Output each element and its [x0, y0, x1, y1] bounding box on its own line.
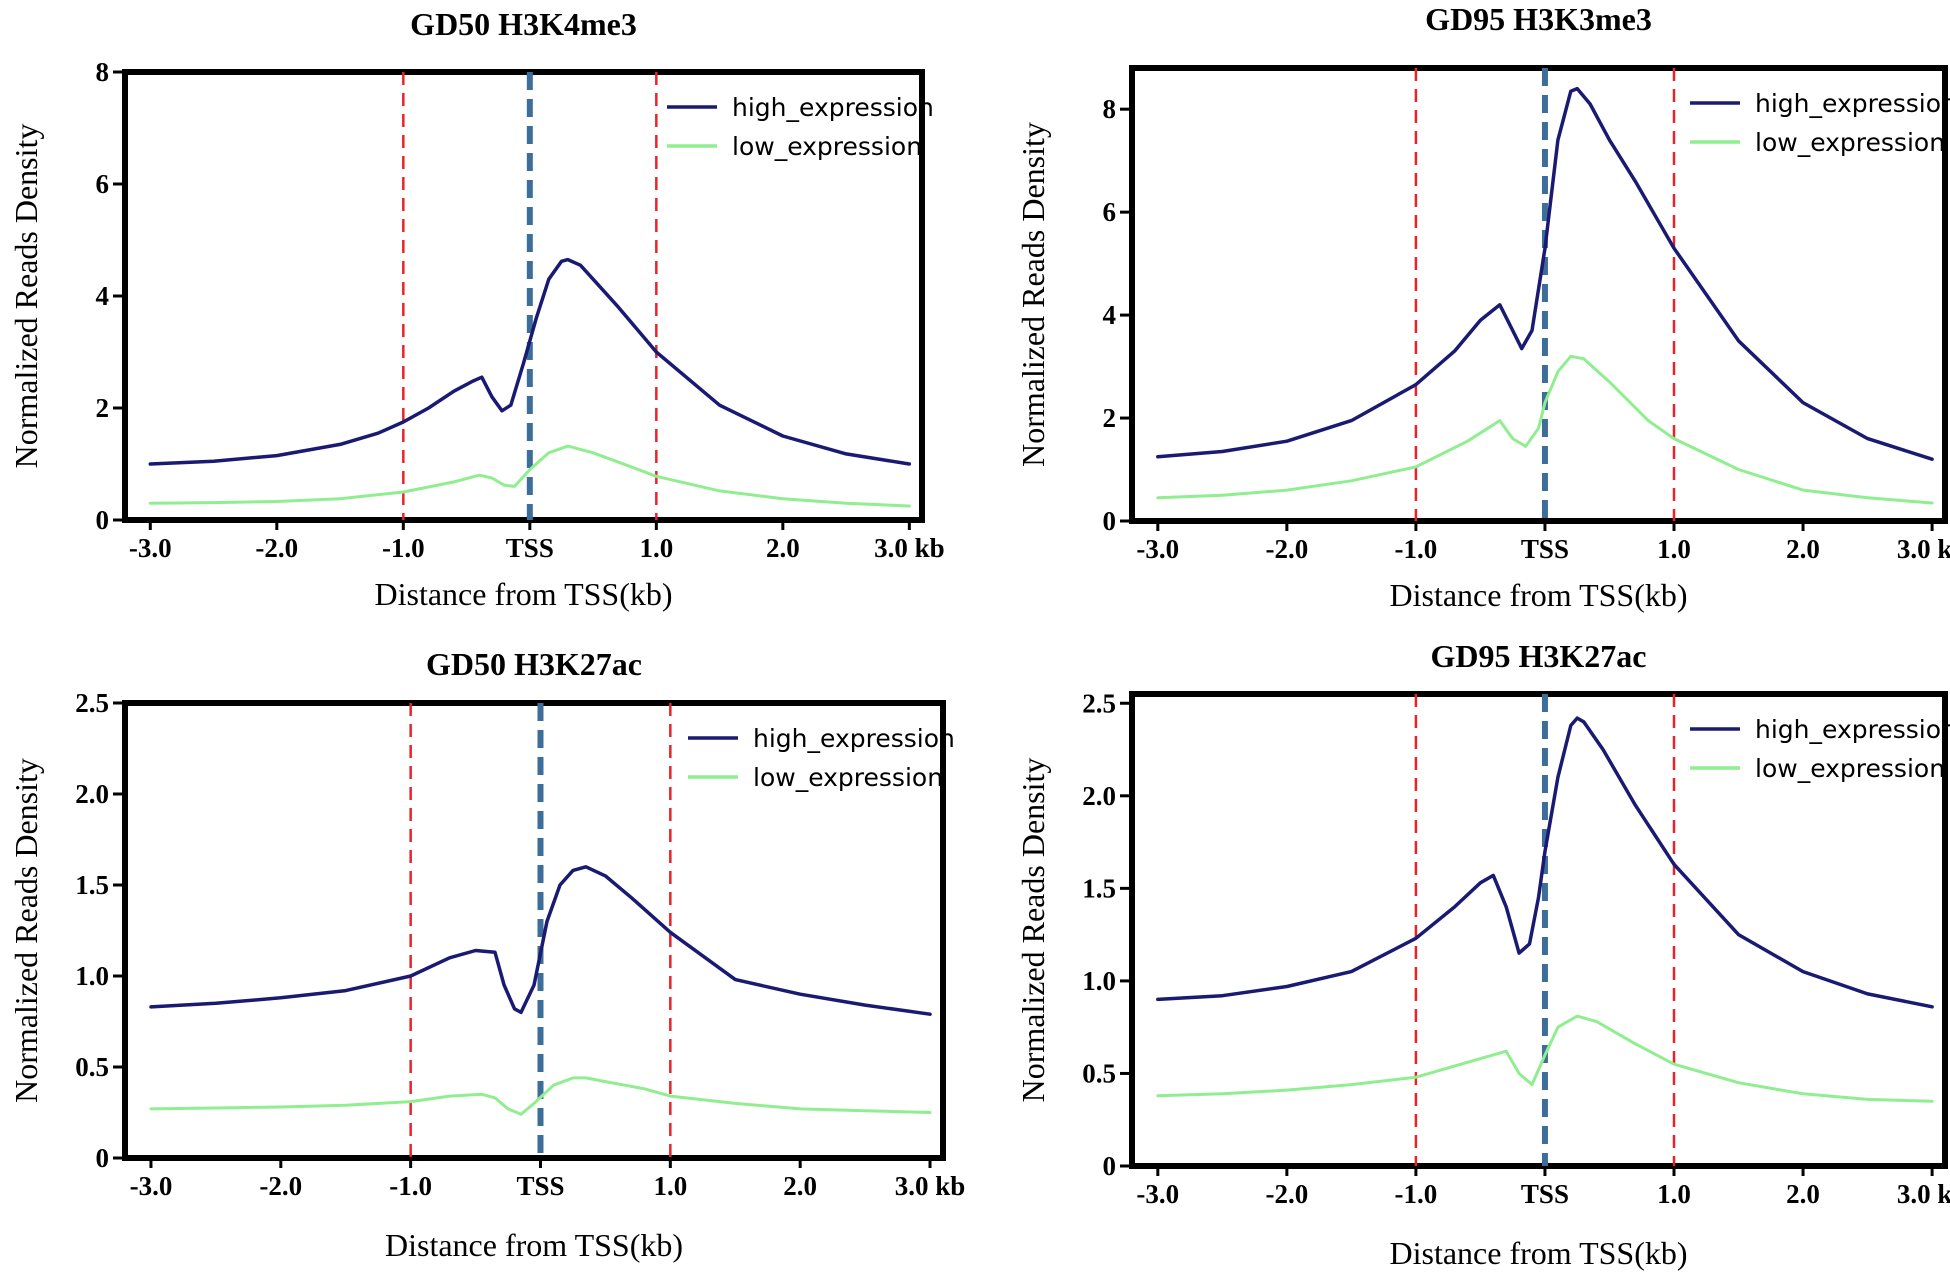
y-tick-label: 4	[1103, 300, 1117, 330]
x-tick-label: -1.0	[1395, 534, 1438, 564]
plot-frame	[1129, 65, 1948, 524]
y-tick-label: 6	[1103, 197, 1117, 227]
x-axis-label: Distance from TSS(kb)	[1389, 1235, 1687, 1271]
x-tick-label: -3.0	[129, 533, 172, 563]
chart-panel-1: GD50 H3K4me3 0 2 4 6 8 -3.0 -2.0 -1.0 TSS 1.0 2.0 3.…	[8, 6, 945, 612]
y-axis-label: Normalized Reads Density	[1015, 122, 1051, 467]
y-tick-label: 0.5	[1082, 1058, 1116, 1088]
y-axis-label: Normalized Reads Density	[8, 124, 44, 469]
x-tick-label: -1.0	[382, 533, 425, 563]
chart-panel-2: GD95 H3K3me3 0 2 4 6 8 -3.0 -2.0 -1.0 TSS 1.0 2.0 3.…	[1015, 1, 1950, 613]
legend-label-high-expression: high_expression	[1755, 89, 1950, 118]
chart-panel-4: GD95 H3K27ac 0 0.5 1.0 1.5 2.0 2.5 -3.0 -2.0 -1.0…	[1015, 638, 1950, 1271]
y-tick-label: 6	[96, 169, 110, 199]
legend-label-low-expression: low_expression	[1755, 128, 1945, 157]
x-tick-label: -2.0	[259, 1171, 302, 1201]
y-tick-label: 8	[1103, 94, 1117, 124]
x-tick-label: -3.0	[1136, 1179, 1179, 1209]
series-line-high-expression	[148, 257, 912, 466]
chart-panel-3: GD50 H3K27ac 0 0.5 1.0 1.5 2.0 2.5 -3.0 -2.0 -1.0…	[8, 646, 965, 1263]
x-tick-label: TSS	[506, 533, 554, 563]
x-tick-label: 3.0 kb	[874, 533, 945, 563]
series-line-low-expression	[1156, 354, 1934, 505]
x-tick-label: -2.0	[255, 533, 298, 563]
y-axis-label: Normalized Reads Density	[8, 758, 44, 1103]
y-tick-label: 2.0	[75, 779, 109, 809]
legend-label-low-expression: low_expression	[753, 763, 943, 792]
y-tick-label: 2	[1103, 403, 1117, 433]
y-tick-label: 8	[96, 57, 110, 87]
x-tick-label: TSS	[516, 1171, 564, 1201]
x-tick-label: TSS	[1521, 1179, 1569, 1209]
y-axis-label: Normalized Reads Density	[1015, 758, 1051, 1103]
x-tick-label: -1.0	[389, 1171, 432, 1201]
x-tick-label: 3.0 kb	[895, 1171, 966, 1201]
y-tick-label: 4	[96, 281, 110, 311]
x-tick-label: -2.0	[1265, 534, 1308, 564]
chart-title: GD50 H3K27ac	[426, 646, 642, 682]
x-tick-label: -2.0	[1265, 1179, 1308, 1209]
y-tick-label: 0.5	[75, 1052, 109, 1082]
x-axis-label: Distance from TSS(kb)	[1389, 577, 1687, 613]
series-line-low-expression	[1156, 1014, 1934, 1103]
series-line-low-expression	[148, 444, 911, 508]
x-tick-label: -1.0	[1395, 1179, 1438, 1209]
y-tick-label: 0	[1103, 1151, 1117, 1181]
x-axis-label: Distance from TSS(kb)	[385, 1227, 683, 1263]
y-tick-label: 1.0	[1082, 966, 1116, 996]
chart-title: GD50 H3K4me3	[410, 6, 637, 42]
y-tick-label: 0	[96, 505, 110, 535]
x-tick-label: -3.0	[1136, 534, 1179, 564]
plot-frame	[1129, 691, 1948, 1169]
y-tick-label: 2.5	[75, 688, 109, 718]
legend-label-low-expression: low_expression	[732, 132, 922, 161]
y-tick-label: 0	[1103, 506, 1117, 536]
y-tick-label: 1.0	[75, 961, 109, 991]
y-tick-label: 0	[96, 1143, 110, 1173]
x-tick-label: 1.0	[639, 533, 673, 563]
series-line-high-expression	[1156, 716, 1934, 1009]
y-tick-label: 2.0	[1082, 781, 1116, 811]
legend-label-low-expression: low_expression	[1755, 754, 1945, 783]
x-tick-label: 1.0	[1657, 1179, 1691, 1209]
legend-label-high-expression: high_expression	[732, 93, 934, 122]
x-tick-label: -3.0	[130, 1171, 173, 1201]
y-tick-label: 1.5	[75, 870, 109, 900]
chart-title: GD95 H3K3me3	[1425, 1, 1652, 37]
series-line-high-expression	[1156, 86, 1934, 461]
x-tick-label: 2.0	[1786, 1179, 1820, 1209]
x-tick-label: 3.0 kb	[1897, 534, 1950, 564]
x-tick-label: TSS	[1521, 534, 1569, 564]
x-tick-label: 1.0	[1657, 534, 1691, 564]
x-tick-label: 3.0 kb	[1897, 1179, 1950, 1209]
x-tick-label: 2.0	[783, 1171, 817, 1201]
legend-label-high-expression: high_expression	[1755, 715, 1950, 744]
x-tick-label: 1.0	[653, 1171, 687, 1201]
x-tick-label: 2.0	[766, 533, 800, 563]
x-axis-label: Distance from TSS(kb)	[374, 576, 672, 612]
x-tick-label: 2.0	[1786, 534, 1820, 564]
series-line-high-expression	[149, 865, 932, 1016]
series-line-low-expression	[149, 1076, 932, 1116]
plot-frame	[122, 700, 946, 1161]
y-tick-label: 2	[96, 393, 110, 423]
y-tick-label: 2.5	[1082, 688, 1116, 718]
chart-title: GD95 H3K27ac	[1431, 638, 1647, 674]
y-tick-label: 1.5	[1082, 873, 1116, 903]
legend-label-high-expression: high_expression	[753, 724, 955, 753]
